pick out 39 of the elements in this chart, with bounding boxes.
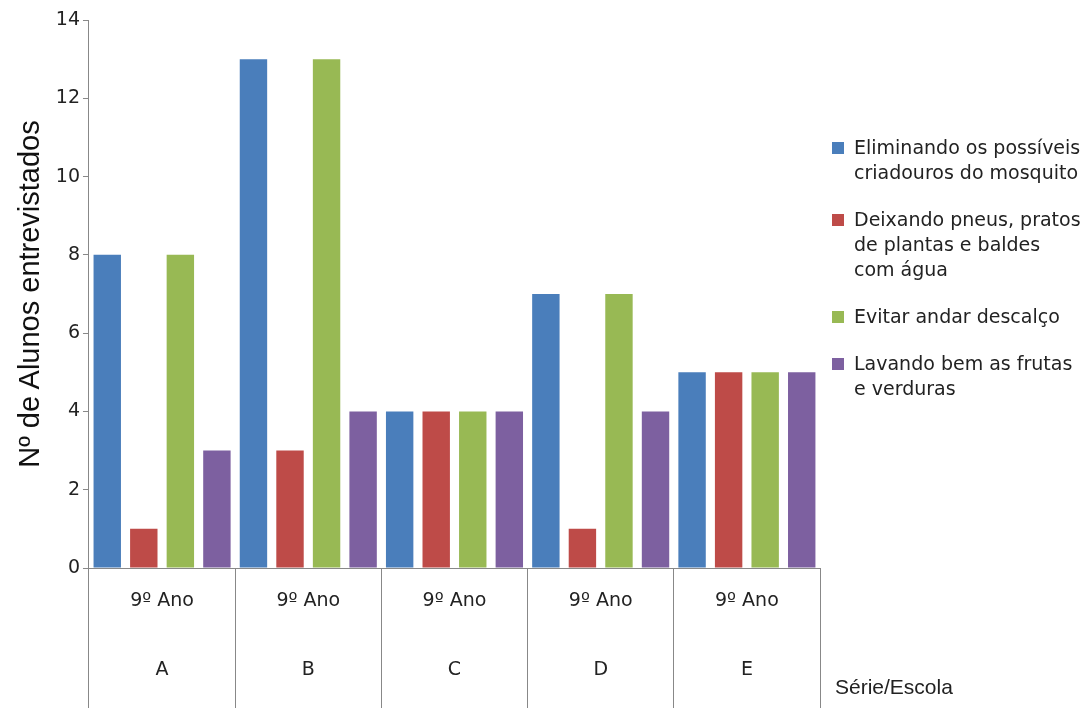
y-tick-label: 14 bbox=[55, 6, 80, 29]
y-tick-label: 2 bbox=[67, 476, 80, 499]
y-tick-label: 0 bbox=[67, 554, 80, 577]
category-label: 9º Ano D bbox=[568, 588, 633, 679]
legend-label: Evitar andar descalço bbox=[854, 304, 1060, 329]
bar bbox=[532, 294, 560, 568]
legend-label: Eliminando os possíveis criadouros do mosquito bbox=[854, 135, 1082, 185]
category-label: 9º Ano C bbox=[422, 588, 487, 679]
y-tick-label: 4 bbox=[67, 398, 80, 421]
y-tick-label: 6 bbox=[67, 320, 80, 343]
bar bbox=[459, 411, 487, 568]
bar bbox=[203, 450, 231, 568]
bar bbox=[385, 411, 414, 568]
bar bbox=[166, 254, 195, 568]
bar bbox=[751, 372, 779, 568]
y-tick-label: 10 bbox=[55, 163, 80, 186]
bar bbox=[788, 372, 816, 568]
bar bbox=[678, 372, 706, 568]
bar bbox=[568, 528, 597, 568]
bar bbox=[422, 411, 450, 568]
x-axis-title: Série/Escola bbox=[835, 675, 953, 699]
y-tick-label: 8 bbox=[67, 241, 80, 264]
category-label: 9º Ano A bbox=[130, 588, 194, 679]
bar bbox=[239, 59, 268, 568]
bar bbox=[276, 450, 304, 568]
bar bbox=[495, 411, 524, 568]
category-label: 9º Ano E bbox=[715, 588, 779, 679]
bar bbox=[641, 411, 670, 568]
bar bbox=[714, 372, 743, 568]
bar bbox=[605, 294, 633, 568]
y-tick-label: 12 bbox=[55, 85, 80, 108]
bar bbox=[93, 254, 121, 568]
legend-label: Lavando bem as frutas e verduras bbox=[854, 351, 1074, 401]
category-label: 9º Ano B bbox=[276, 588, 341, 679]
bar bbox=[312, 59, 341, 568]
legend-label: Deixando pneus, pratos de plantas e baldes com água bbox=[854, 207, 1082, 282]
bar bbox=[349, 411, 377, 568]
y-axis-title: Nº de Alunos entrevistados bbox=[13, 120, 46, 468]
bar bbox=[130, 528, 158, 568]
